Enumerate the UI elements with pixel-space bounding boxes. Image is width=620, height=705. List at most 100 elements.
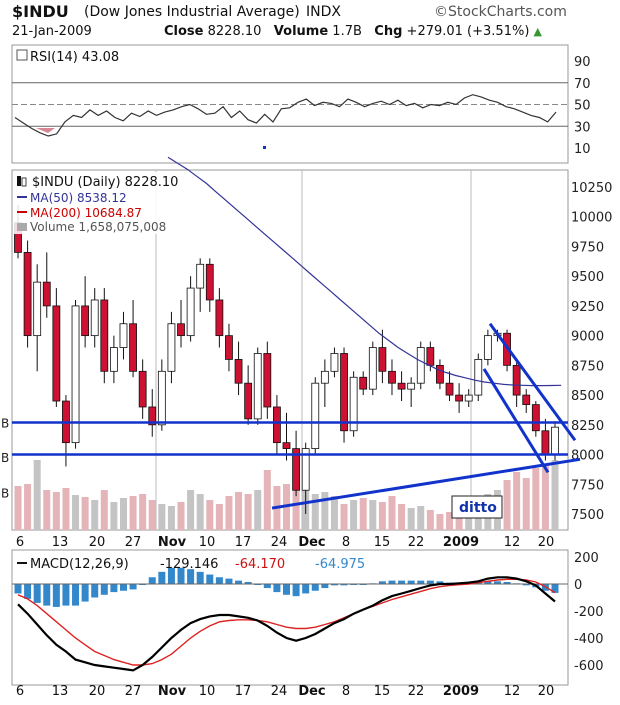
macd-histogram-bar <box>177 567 185 584</box>
volume-scale-label: B <box>1 451 9 465</box>
macd-histogram-bar <box>187 569 195 584</box>
macd-histogram-bar <box>522 584 530 586</box>
x-axis-tick-label: 8 <box>342 684 350 699</box>
volume-bar <box>359 498 367 530</box>
macd-tick-label: 0 <box>574 578 582 593</box>
candle-body <box>90 299 99 337</box>
candle-body <box>551 426 559 455</box>
candle-body <box>148 406 157 426</box>
macd-histogram-bar <box>321 584 329 589</box>
candle-body <box>464 394 473 402</box>
candle-body <box>100 299 109 372</box>
price-legend-bg <box>13 172 173 234</box>
volume-bar <box>350 500 358 530</box>
volume-bar <box>407 508 415 530</box>
macd-histogram-bar <box>100 584 108 595</box>
price-tick-label: 7750 <box>571 478 604 493</box>
rsi-tick-label: 70 <box>574 77 591 92</box>
candle-body <box>320 370 329 384</box>
rsi-panel: 90 70 50 30 10 RSI(14) 43.08 <box>11 44 591 164</box>
x-axis-tick-label: Nov <box>158 684 187 699</box>
x-axis-tick-label: 8 <box>342 535 350 550</box>
candle-body <box>436 364 444 384</box>
price-panel: 1025010000975095009250900087508500825080… <box>1 156 612 531</box>
volume-bar <box>513 472 521 530</box>
candle-body <box>263 353 272 408</box>
x-axis-tick-label: 20 <box>538 684 555 699</box>
macd-histogram-bar <box>417 580 425 584</box>
macd-histogram-bar <box>292 584 300 597</box>
macd-histogram-bar <box>206 574 214 584</box>
candle-body <box>330 353 339 372</box>
volume-bar <box>426 510 434 530</box>
macd-histogram-bar <box>311 584 319 591</box>
volume-bar <box>398 504 406 530</box>
volume-bar <box>167 506 175 530</box>
volume-bar <box>33 460 41 530</box>
candle-body <box>541 430 550 455</box>
close-value: 8228.10 <box>207 24 262 39</box>
candle-body <box>186 287 195 337</box>
macd-histogram-bar <box>167 567 175 584</box>
rsi-dot-marker <box>263 146 266 149</box>
macd-tick-label: -400 <box>574 632 604 647</box>
candle-body <box>522 394 531 406</box>
price-tick-label: 9250 <box>571 300 604 315</box>
volume-bar <box>81 497 89 530</box>
volume-bar <box>187 490 195 530</box>
macd-legend-value: -129.146 <box>160 557 218 572</box>
candle-body <box>416 347 425 384</box>
volume-bar <box>43 490 51 530</box>
macd-histogram-bar <box>551 584 559 593</box>
rsi-tick-label: 90 <box>574 55 591 70</box>
candle-body <box>119 323 128 348</box>
x-axis-tick-label: 20 <box>538 535 555 550</box>
macd-histogram-bar <box>235 580 243 584</box>
price-tick-label: 7500 <box>571 508 604 523</box>
volume-bar <box>14 486 22 530</box>
volume-bar <box>158 504 166 530</box>
volume-bar <box>72 495 80 530</box>
macd-histogram-bar <box>91 584 99 598</box>
volume-bar <box>378 502 386 530</box>
macd-histogram-bar <box>119 584 127 591</box>
volume-bar <box>340 504 348 530</box>
x-axis-tick-label: 20 <box>89 684 106 699</box>
volume-bar <box>455 508 463 530</box>
candle-body <box>388 370 396 384</box>
candle-body <box>129 323 137 372</box>
price-tick-label: 8750 <box>571 359 604 374</box>
volume-bar <box>91 500 99 530</box>
volume-bar <box>551 460 559 530</box>
x-axis-tick-label: 17 <box>235 684 252 699</box>
candle-body <box>531 404 540 432</box>
volume-bar <box>417 506 425 530</box>
x-axis-tick-label: 10 <box>199 684 216 699</box>
macd-histogram-bar <box>33 584 41 603</box>
volume-bar <box>177 502 185 530</box>
candle-legend-icon <box>17 176 21 186</box>
candle-body <box>340 353 348 432</box>
x-axis-tick-label: 2009 <box>443 535 479 550</box>
volume-bar <box>62 488 70 530</box>
candle-body <box>426 347 435 366</box>
x-axis-tick-label: 17 <box>235 535 252 550</box>
macd-histogram-bar <box>398 580 406 584</box>
volume-bar <box>119 498 127 530</box>
up-arrow-icon: ▲ <box>533 25 543 38</box>
candle-body <box>196 263 205 289</box>
candle-body <box>378 347 387 372</box>
ditto-annotation-box <box>451 495 503 519</box>
volume-legend: Volume 1,658,075,008 <box>30 220 166 234</box>
candle-body <box>311 382 320 450</box>
candle-body <box>177 323 185 337</box>
macd-histogram-bar <box>24 584 32 599</box>
rsi-oversold-fill <box>36 128 55 133</box>
x-axis-tick-label: 24 <box>271 684 288 699</box>
x-axis-tick-label: 6 <box>16 535 24 550</box>
rsi-tick-label: 10 <box>574 142 591 157</box>
macd-histogram-bar <box>302 584 310 594</box>
candle-body <box>225 335 233 360</box>
macd-histogram-bar <box>158 571 166 584</box>
